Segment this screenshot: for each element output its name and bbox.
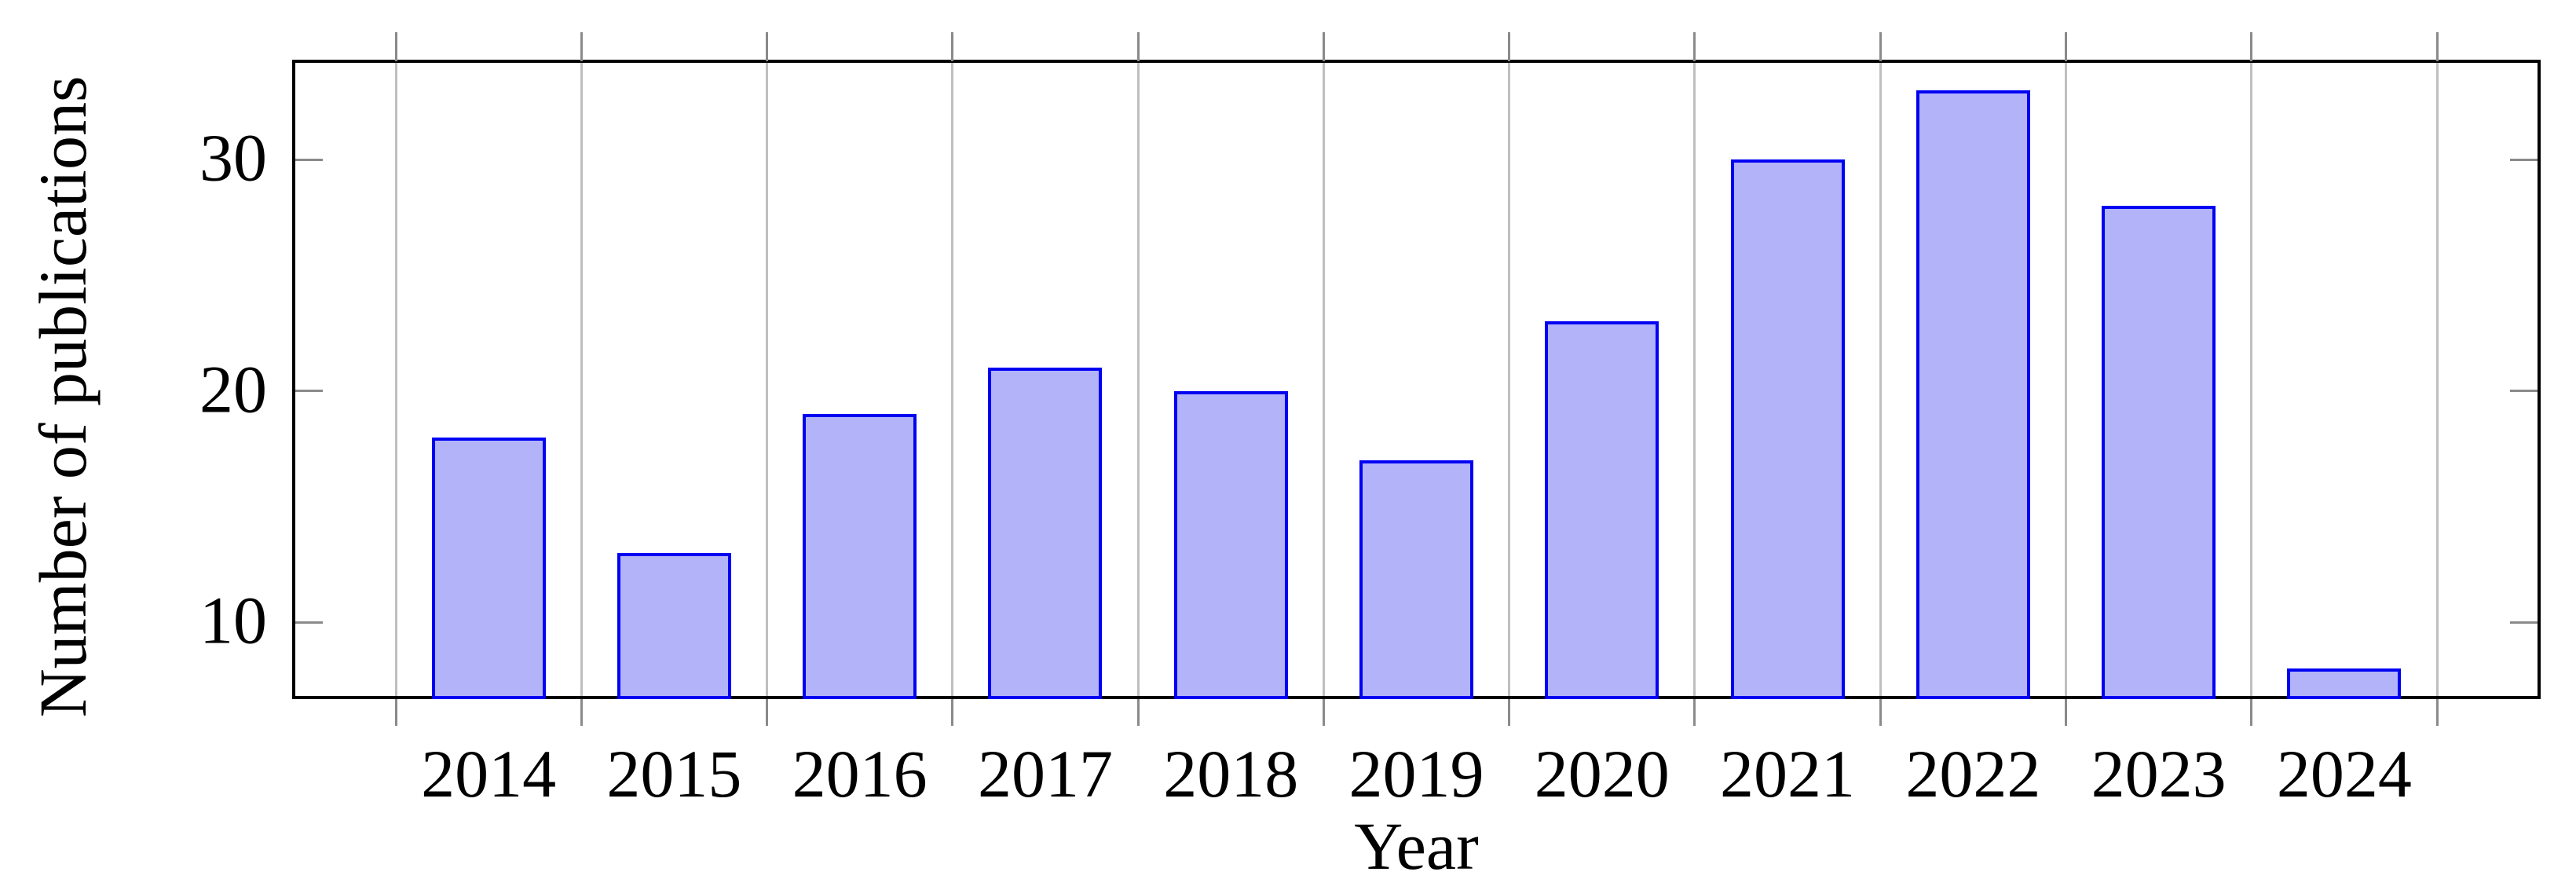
vertical-gridline [1508, 63, 1511, 696]
x-tick-mark-bottom [1136, 699, 1140, 726]
x-tick-mark-bottom [1693, 699, 1696, 726]
x-tick-mark-top [1322, 32, 1325, 61]
x-tick-mark-bottom [951, 699, 954, 726]
x-tick-label: 2015 [606, 736, 742, 811]
x-tick-mark-bottom [1508, 699, 1511, 726]
x-tick-mark-bottom [1322, 699, 1325, 726]
vertical-gridline [1322, 63, 1325, 696]
bar [1173, 390, 1288, 699]
x-tick-mark-bottom [2435, 699, 2439, 726]
bar [1359, 460, 1473, 699]
x-tick-mark-top [2435, 32, 2439, 61]
y-tick-mark-left [295, 390, 323, 393]
x-tick-mark-bottom [580, 699, 583, 726]
x-tick-mark-bottom [2250, 699, 2253, 726]
bar [431, 437, 546, 699]
y-tick-mark-right [2510, 390, 2538, 393]
x-tick-label: 2022 [1905, 736, 2041, 811]
x-tick-mark-bottom [766, 699, 769, 726]
x-tick-label: 2023 [2091, 736, 2227, 811]
x-tick-mark-bottom [1879, 699, 1882, 726]
x-tick-mark-top [2064, 32, 2067, 61]
bar [1545, 321, 1659, 699]
vertical-gridline [580, 63, 583, 696]
x-tick-label: 2018 [1163, 736, 1299, 811]
y-tick-label: 10 [199, 582, 267, 658]
bar [617, 552, 731, 699]
x-tick-label: 2020 [1534, 736, 1670, 811]
vertical-gridline [1693, 63, 1696, 696]
x-axis-title: Year [1354, 808, 1479, 884]
x-tick-label: 2017 [977, 736, 1113, 811]
vertical-gridline [1879, 63, 1882, 696]
x-tick-label: 2016 [792, 736, 928, 811]
y-tick-label: 20 [199, 351, 267, 427]
x-tick-label: 2021 [1720, 736, 1856, 811]
vertical-gridline [2064, 63, 2067, 696]
x-tick-mark-top [951, 32, 954, 61]
vertical-gridline [2250, 63, 2253, 696]
vertical-gridline [1136, 63, 1140, 696]
x-tick-mark-top [580, 32, 583, 61]
x-tick-mark-top [1693, 32, 1696, 61]
x-tick-mark-top [766, 32, 769, 61]
y-axis-title: Number of publications [25, 75, 101, 718]
y-tick-mark-right [2510, 621, 2538, 624]
x-tick-mark-top [2250, 32, 2253, 61]
vertical-gridline [766, 63, 769, 696]
y-tick-mark-left [295, 158, 323, 161]
y-tick-label: 30 [199, 119, 267, 196]
vertical-gridline [2435, 63, 2439, 696]
bar [1916, 90, 2030, 699]
y-tick-mark-left [295, 621, 323, 624]
x-tick-label: 2024 [2276, 736, 2412, 811]
vertical-gridline [951, 63, 954, 696]
x-tick-mark-top [1136, 32, 1140, 61]
x-tick-mark-top [1879, 32, 1882, 61]
x-tick-mark-bottom [2064, 699, 2067, 726]
x-tick-mark-bottom [394, 699, 397, 726]
bar [2102, 206, 2216, 699]
bar [1730, 159, 1845, 699]
x-tick-label: 2014 [421, 736, 557, 811]
bar [803, 414, 917, 699]
x-tick-mark-top [1508, 32, 1511, 61]
x-tick-mark-top [394, 32, 397, 61]
bar [988, 368, 1103, 699]
vertical-gridline [394, 63, 397, 696]
x-tick-label: 2019 [1348, 736, 1484, 811]
bar [2287, 668, 2402, 699]
y-tick-mark-right [2510, 158, 2538, 161]
